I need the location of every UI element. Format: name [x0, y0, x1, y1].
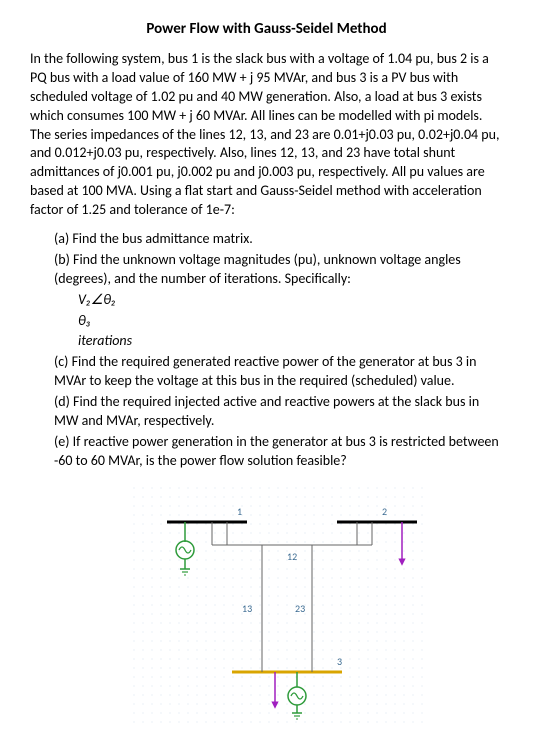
- item-b-sub2: θ₃: [54, 312, 503, 331]
- line-23-label: 23: [295, 602, 305, 615]
- item-c: (c) Find the required generated reactive…: [54, 353, 503, 391]
- question-list: (a) Find the bus admittance matrix. (b) …: [30, 230, 503, 471]
- bus-2-label: 2: [382, 505, 387, 518]
- intro-text: In the following system, bus 1 is the sl…: [30, 50, 503, 220]
- item-b-sub3: iterations: [54, 332, 503, 351]
- power-system-diagram: 1 2 3 12 13 23: [97, 487, 437, 727]
- line-13-label: 13: [242, 602, 252, 615]
- bus-1-label: 1: [237, 505, 242, 518]
- line-12-label: 12: [287, 550, 297, 563]
- item-a: (a) Find the bus admittance matrix.: [54, 230, 503, 249]
- page-title: Power Flow with Gauss-Seidel Method: [30, 20, 503, 38]
- item-b-sub1: V₂∠θ₂: [54, 291, 503, 310]
- item-d: (d) Find the required injected active an…: [54, 393, 503, 431]
- item-e: (e) If reactive power generation in the …: [54, 433, 503, 471]
- item-b: (b) Find the unknown voltage magnitudes …: [54, 251, 503, 289]
- bus-3-label: 3: [337, 655, 342, 668]
